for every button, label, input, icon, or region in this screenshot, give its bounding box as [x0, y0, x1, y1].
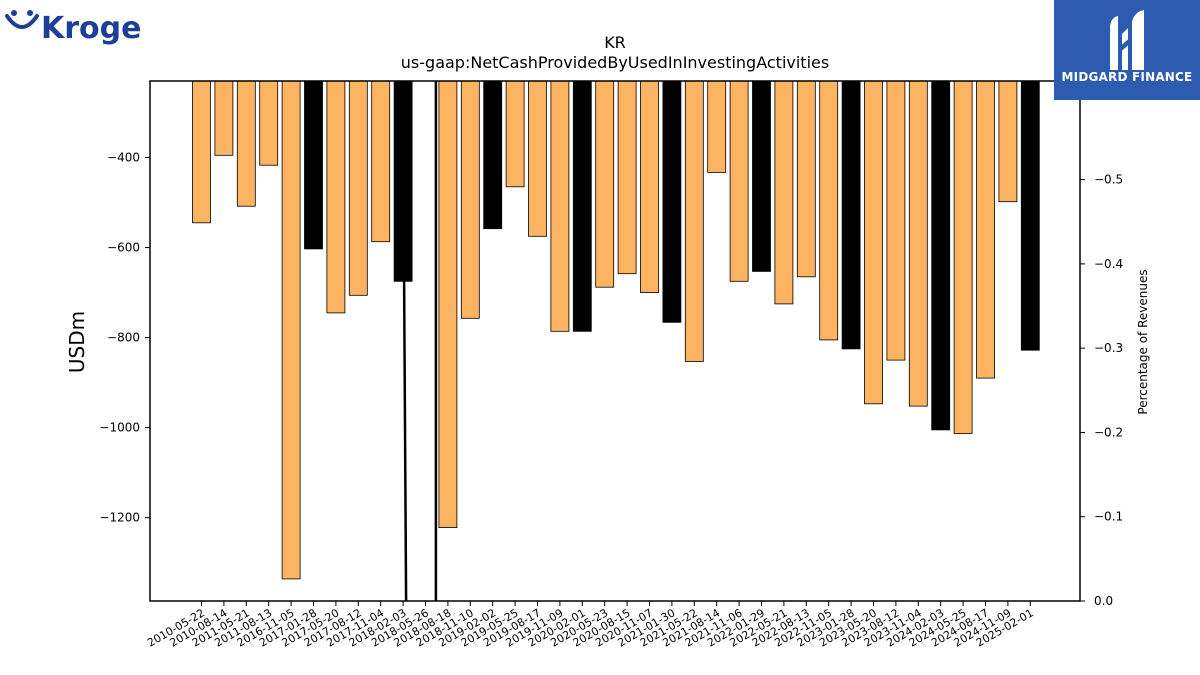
y2-tick-label: −0.4: [1094, 257, 1123, 271]
bar: [595, 80, 615, 288]
bar: [326, 80, 346, 314]
y2-tick-label: −0.3: [1094, 341, 1123, 355]
y-tick-label: −1200: [99, 511, 140, 525]
bar: [774, 80, 794, 305]
kroger-smile-icon: [5, 14, 39, 29]
y2-tick-label: 0.0: [1094, 594, 1113, 608]
x-axis: 2010-05-222010-08-142011-05-212011-08-13…: [145, 601, 1036, 650]
y-tick-label: −600: [107, 241, 140, 255]
bar: [483, 80, 503, 230]
bar: [214, 80, 234, 156]
bar: [752, 80, 771, 272]
bar: [729, 80, 749, 282]
spike-line: [402, 281, 408, 602]
y-axis-label: USDm: [65, 311, 89, 373]
midgard-finance-badge: MIDGARD FINANCE: [1054, 0, 1200, 100]
bar: [931, 80, 951, 431]
bar: [236, 80, 256, 207]
bar: [886, 80, 906, 361]
y-tick-label: −400: [107, 151, 140, 165]
bar: [438, 80, 458, 529]
bar: [281, 80, 301, 580]
bar: [348, 80, 368, 296]
chart-subtitle: us-gaap:NetCashProvidedByUsedInInvesting…: [401, 53, 829, 72]
y2-tick-label: −0.5: [1094, 173, 1123, 187]
bar: [1020, 80, 1040, 351]
midgard-finance-label: MIDGARD FINANCE: [1061, 70, 1193, 84]
bar: [796, 80, 816, 278]
y-axis: −400 −600 −800 −1000 −1200: [99, 151, 150, 525]
bar: [908, 80, 928, 407]
bar: [640, 80, 659, 294]
midgard-monogram-icon: [1110, 10, 1144, 70]
y-tick-label: −1000: [99, 421, 140, 435]
bar: [393, 80, 413, 282]
bar: [998, 80, 1018, 203]
kroger-dot-icon: [27, 10, 33, 16]
bar: [976, 80, 995, 379]
bar: [953, 80, 973, 434]
bar: [864, 80, 883, 405]
bar: [707, 80, 727, 173]
bar: [304, 80, 323, 250]
bars-layer: [192, 80, 1040, 602]
plot-frame: [149, 80, 1081, 602]
bar: [259, 80, 279, 166]
y2-axis-label: Percentage of Revenues: [1136, 269, 1150, 414]
bar: [572, 80, 592, 332]
bar: [819, 80, 839, 341]
bar: [550, 80, 570, 332]
bar: [841, 80, 861, 350]
bar: [460, 80, 480, 319]
y2-tick-label: −0.2: [1094, 425, 1123, 439]
bar: [528, 80, 547, 237]
kroger-dot-icon: [11, 10, 17, 16]
bar: [371, 80, 391, 243]
y-tick-label: −800: [107, 331, 140, 345]
y2-axis: 0.0−0.1−0.2−0.3−0.4−0.5−0.6: [1080, 88, 1123, 608]
y2-tick-label: −0.1: [1094, 510, 1123, 524]
bar: [684, 80, 704, 362]
bar: [505, 80, 525, 188]
kroger-wordmark: Kroger: [41, 11, 144, 46]
chart-title: KR: [604, 33, 626, 52]
bar: [617, 80, 637, 275]
bar: [662, 80, 682, 323]
kroger-logo: Kroger: [5, 10, 144, 46]
bar: [192, 80, 211, 224]
